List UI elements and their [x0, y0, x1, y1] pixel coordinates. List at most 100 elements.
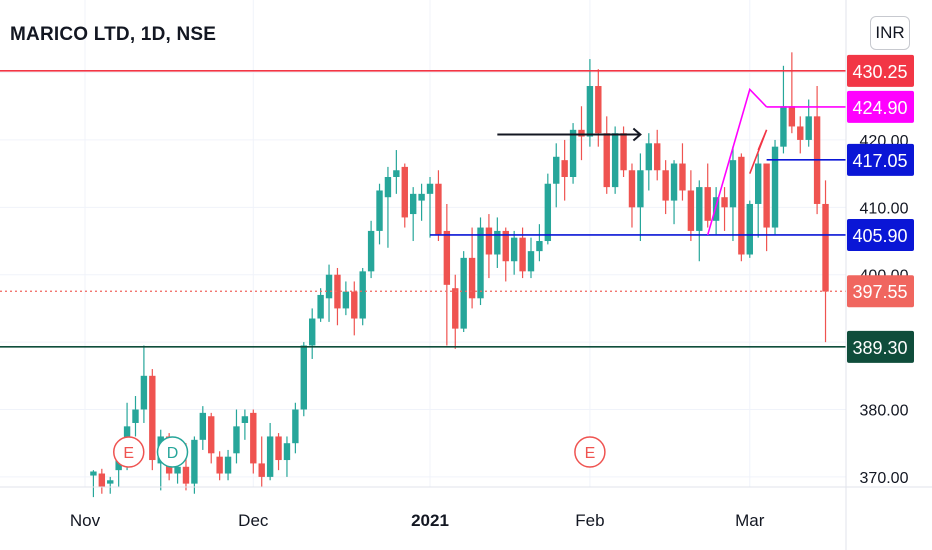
- candle-body: [536, 241, 543, 252]
- event-marker-label: E: [123, 445, 134, 462]
- candle-body: [132, 409, 139, 423]
- candle-body: [704, 187, 711, 221]
- candle-body: [771, 146, 779, 228]
- candle-body: [595, 86, 602, 134]
- x-tick-label: Dec: [238, 511, 269, 530]
- candle-body: [224, 456, 232, 474]
- x-tick-label: 2021: [411, 511, 449, 530]
- event-marker-label: D: [167, 445, 179, 462]
- x-tick-label: Mar: [735, 511, 765, 530]
- candle-body: [696, 187, 703, 231]
- candle-body: [763, 163, 770, 228]
- candle-body: [208, 416, 215, 454]
- candle-body: [645, 143, 653, 171]
- candle-body: [670, 163, 678, 201]
- candle-body: [409, 193, 417, 215]
- currency-button[interactable]: INR: [870, 16, 910, 50]
- drawing-polyline: [749, 129, 768, 174]
- candle-body: [216, 456, 223, 474]
- chart-title: MARICO LTD, 1D, NSE: [10, 24, 217, 45]
- price-lines: [0, 70, 846, 348]
- price-label-text: 430.25: [852, 62, 907, 82]
- price-label-box: [847, 275, 914, 308]
- candle-body: [553, 156, 560, 184]
- candle-body: [393, 170, 400, 177]
- candle-body: [199, 412, 207, 440]
- candle-body: [334, 274, 341, 309]
- candle-body: [712, 197, 720, 221]
- candle-body: [611, 133, 619, 188]
- candle-body: [174, 466, 181, 474]
- candle-body: [654, 143, 661, 171]
- candle-body: [620, 133, 627, 171]
- price-label-box: [847, 143, 914, 176]
- candle-body: [351, 291, 358, 319]
- price-label-text: 405.90: [852, 226, 907, 246]
- candle-body: [460, 257, 467, 329]
- drawing-polyline: [706, 87, 768, 236]
- candle-body: [477, 227, 484, 299]
- candle-body: [603, 133, 610, 188]
- candle-body: [755, 163, 762, 204]
- candle-body: [805, 116, 812, 140]
- price-label-text: 397.55: [852, 282, 907, 302]
- candle-body: [359, 271, 366, 319]
- candle-body: [721, 197, 728, 208]
- candle-body: [317, 294, 324, 319]
- candle-body: [443, 230, 451, 285]
- candle-body: [569, 129, 577, 177]
- candle-body: [182, 466, 190, 484]
- x-tick-label: Nov: [70, 511, 101, 530]
- candle-body: [367, 230, 375, 272]
- candle-body: [342, 291, 350, 309]
- event-marker-label: E: [585, 445, 596, 462]
- candle-body: [275, 436, 282, 461]
- x-tick-label: Feb: [575, 511, 604, 530]
- candle-body: [90, 471, 97, 476]
- candle-body: [578, 129, 585, 137]
- candle-body: [309, 318, 316, 346]
- candle-body: [98, 473, 106, 487]
- candle-body: [485, 227, 493, 255]
- candle-body: [561, 160, 568, 177]
- candle-body: [300, 345, 307, 410]
- price-label-text: 424.90: [852, 98, 907, 118]
- candle-body: [266, 436, 274, 477]
- price-label-text: 389.30: [852, 338, 907, 358]
- candles: [90, 52, 829, 498]
- candle-body: [426, 183, 434, 194]
- candle-body: [746, 203, 753, 255]
- candle-body: [250, 412, 257, 464]
- price-label-box: [847, 90, 914, 123]
- candle-body: [687, 190, 695, 231]
- candle-body: [401, 166, 408, 218]
- candle-body: [435, 183, 442, 235]
- price-labels: 430.25 424.90 417.05 405.90 397.55 389.30: [847, 54, 914, 363]
- candle-body: [822, 203, 829, 292]
- candle-body: [544, 183, 552, 242]
- candle-body: [384, 177, 392, 198]
- candle-body: [292, 409, 299, 444]
- event-marker-circle[interactable]: [113, 436, 145, 468]
- candle-body: [283, 443, 291, 461]
- candle-body: [679, 163, 686, 191]
- event-marker-circle[interactable]: [156, 436, 189, 468]
- candle-body: [494, 230, 501, 255]
- candle-body: [107, 480, 114, 484]
- y-tick-label: 410.00: [860, 200, 909, 217]
- candle-body: [325, 274, 333, 299]
- event-marker-circle[interactable]: [574, 436, 606, 468]
- price-label-box: [847, 54, 914, 87]
- candle-body: [519, 237, 526, 272]
- candle-body: [468, 257, 476, 299]
- candle-body: [149, 375, 156, 461]
- candle-body: [797, 126, 804, 140]
- candle-body: [502, 230, 509, 262]
- candle-body: [729, 160, 737, 208]
- candle-body: [191, 439, 198, 484]
- candle-body: [510, 237, 518, 262]
- price-label-text: 417.05: [852, 151, 907, 171]
